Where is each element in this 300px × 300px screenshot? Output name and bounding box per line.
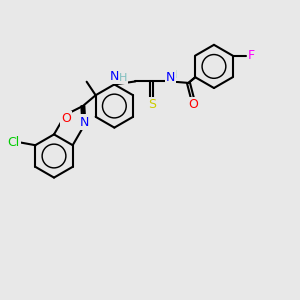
Text: N: N — [166, 71, 175, 84]
Text: S: S — [148, 98, 156, 111]
Text: F: F — [248, 49, 255, 62]
Text: O: O — [61, 112, 71, 125]
Text: H: H — [169, 70, 177, 80]
Text: Cl: Cl — [7, 136, 20, 149]
Text: H: H — [118, 73, 127, 83]
Text: N: N — [80, 116, 89, 129]
Text: N: N — [110, 70, 119, 83]
Text: O: O — [188, 98, 198, 111]
